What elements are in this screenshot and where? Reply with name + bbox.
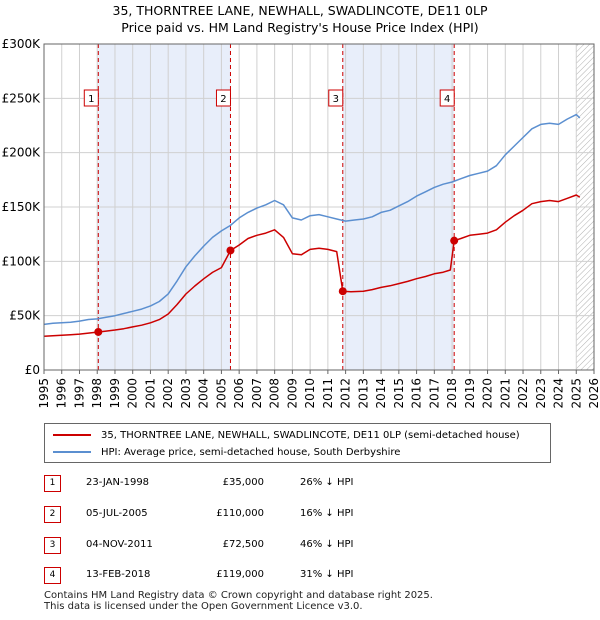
x-tick-label: 2010 bbox=[303, 378, 317, 409]
x-tick-label: 2019 bbox=[463, 378, 477, 409]
legend-property-swatch bbox=[53, 434, 91, 436]
sale-1-badge-label: 1 bbox=[88, 94, 94, 105]
sale-hpi-diff: 16% ↓ HPI bbox=[300, 508, 354, 519]
sale-hpi-diff: 31% ↓ HPI bbox=[300, 569, 354, 580]
footer-line-2: This data is licensed under the Open Gov… bbox=[44, 601, 363, 612]
sale-marker-badge: 4 bbox=[44, 567, 61, 584]
x-tick-label: 1996 bbox=[55, 378, 69, 409]
sale-date: 04-NOV-2011 bbox=[86, 539, 153, 550]
sale-hpi-diff: 46% ↓ HPI bbox=[300, 539, 354, 550]
x-tick-label: 2016 bbox=[410, 378, 424, 409]
sale-4-badge-label: 4 bbox=[444, 94, 450, 105]
legend-item-hpi: HPI: Average price, semi-detached house,… bbox=[53, 444, 400, 460]
x-tick-label: 2006 bbox=[232, 378, 246, 409]
x-tick-label: 2020 bbox=[481, 378, 495, 409]
sale-3-badge bbox=[328, 89, 344, 107]
sale-3-point bbox=[338, 287, 347, 296]
sale-2-point bbox=[226, 246, 235, 255]
legend-hpi-label: HPI: Average price, semi-detached house,… bbox=[101, 446, 401, 458]
x-tick-label: 2008 bbox=[268, 378, 282, 409]
sale-marker-badge: 1 bbox=[44, 475, 61, 492]
x-tick-label: 2021 bbox=[498, 378, 512, 409]
x-tick-label: 2001 bbox=[143, 378, 157, 409]
y-tick-label: £250K bbox=[2, 91, 42, 105]
x-tick-label: 2022 bbox=[516, 378, 530, 409]
x-tick-label: 1997 bbox=[72, 378, 86, 409]
legend-item-property: 35, THORNTREE LANE, NEWHALL, SWADLINCOTE… bbox=[53, 427, 520, 443]
sale-1-point bbox=[94, 327, 103, 336]
x-tick-label: 2004 bbox=[197, 378, 211, 409]
x-tick-label: 2011 bbox=[321, 378, 335, 409]
y-tick-label: £300K bbox=[2, 37, 42, 51]
y-tick-label: £50K bbox=[9, 309, 41, 323]
chart-legend: 35, THORNTREE LANE, NEWHALL, SWADLINCOTE… bbox=[44, 423, 551, 463]
chart-title-line-1: 35, THORNTREE LANE, NEWHALL, SWADLINCOTE… bbox=[112, 3, 488, 18]
sale-price: £72,500 bbox=[222, 539, 264, 550]
x-tick-label: 2003 bbox=[179, 378, 193, 409]
x-tick-label: 2015 bbox=[392, 378, 406, 409]
x-tick-label: 2000 bbox=[126, 378, 140, 409]
y-tick-label: £200K bbox=[2, 146, 42, 160]
legend-hpi-swatch bbox=[53, 451, 91, 453]
y-tick-label: £100K bbox=[2, 254, 42, 268]
x-tick-label: 2024 bbox=[552, 378, 566, 409]
sale-price: £110,000 bbox=[216, 508, 264, 519]
x-tick-label: 2002 bbox=[161, 378, 175, 409]
x-tick-label: 2025 bbox=[569, 378, 583, 409]
sale-2-badge bbox=[215, 89, 231, 107]
legend-property-label: 35, THORNTREE LANE, NEWHALL, SWADLINCOTE… bbox=[101, 429, 520, 441]
sale-3-badge-label: 3 bbox=[333, 94, 339, 105]
x-tick-label: 1999 bbox=[108, 378, 122, 409]
sale-marker-badge: 3 bbox=[44, 537, 61, 554]
sale-price: £119,000 bbox=[216, 569, 264, 580]
x-tick-label: 2026 bbox=[587, 378, 600, 409]
x-tick-label: 2007 bbox=[250, 378, 264, 409]
sale-4-badge bbox=[439, 89, 455, 107]
x-tick-label: 2014 bbox=[374, 378, 388, 409]
footer-attribution: Contains HM Land Registry data © Crown c… bbox=[44, 590, 433, 612]
hpi-series-line bbox=[43, 113, 581, 326]
plot-border bbox=[43, 43, 595, 371]
x-tick-label: 2012 bbox=[339, 378, 353, 409]
chart-title-line-2: Price paid vs. HM Land Registry's House … bbox=[121, 20, 479, 35]
x-tick-label: 2005 bbox=[214, 378, 228, 409]
sale-4-point bbox=[450, 236, 459, 245]
x-tick-label: 1995 bbox=[37, 378, 51, 409]
property-series-line bbox=[43, 194, 581, 338]
sale-date: 13-FEB-2018 bbox=[86, 569, 151, 580]
x-tick-label: 2013 bbox=[356, 378, 370, 409]
sale-marker-badge: 2 bbox=[44, 506, 61, 523]
y-tick-label: £0 bbox=[25, 363, 40, 377]
x-tick-label: 2017 bbox=[427, 378, 441, 409]
sale-price: £35,000 bbox=[222, 477, 264, 488]
sale-2-badge-label: 2 bbox=[220, 94, 226, 105]
x-tick-label: 2009 bbox=[285, 378, 299, 409]
x-tick-label: 1998 bbox=[90, 378, 104, 409]
x-tick-label: 2023 bbox=[534, 378, 548, 409]
sale-hpi-diff: 26% ↓ HPI bbox=[300, 477, 354, 488]
x-tick-label: 2018 bbox=[445, 378, 459, 409]
footer-line-1: Contains HM Land Registry data © Crown c… bbox=[44, 590, 433, 601]
y-tick-label: £150K bbox=[2, 200, 42, 214]
sale-1-badge bbox=[83, 89, 99, 107]
sale-date: 05-JUL-2005 bbox=[86, 508, 148, 519]
sale-date: 23-JAN-1998 bbox=[86, 477, 150, 488]
